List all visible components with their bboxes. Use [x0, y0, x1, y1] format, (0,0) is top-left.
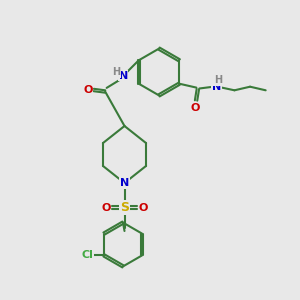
Text: N: N	[120, 178, 129, 188]
Text: N: N	[212, 82, 221, 92]
Text: S: S	[120, 201, 129, 214]
Text: H: H	[112, 67, 120, 77]
Text: O: O	[83, 85, 92, 95]
Text: O: O	[191, 103, 200, 113]
Text: H: H	[214, 75, 222, 85]
Text: O: O	[101, 202, 111, 213]
Text: Cl: Cl	[81, 250, 93, 260]
Text: N: N	[118, 71, 128, 81]
Text: O: O	[138, 202, 148, 213]
